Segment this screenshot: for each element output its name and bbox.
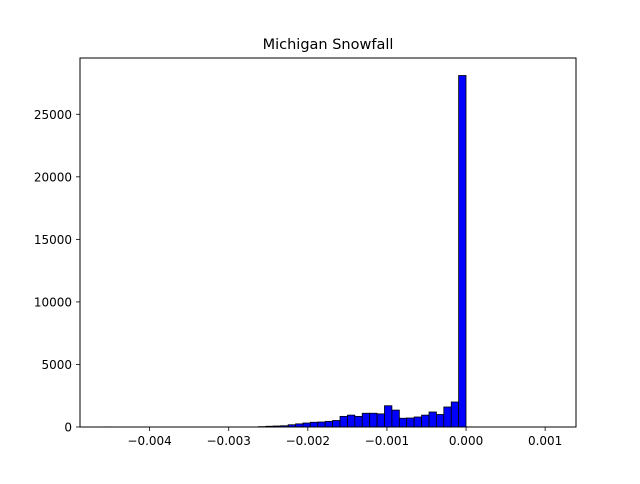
histogram-bar xyxy=(422,415,429,427)
histogram-bar xyxy=(355,416,362,427)
x-tick-label: 0.001 xyxy=(528,434,562,448)
histogram-bar xyxy=(436,414,443,427)
histogram-bar xyxy=(325,421,332,427)
x-tick-label: 0.000 xyxy=(449,434,483,448)
y-tick-label: 20000 xyxy=(34,170,72,184)
y-tick-label: 15000 xyxy=(34,233,72,247)
histogram-bar xyxy=(340,416,347,427)
histogram-bar xyxy=(362,413,369,427)
y-tick-label: 10000 xyxy=(34,295,72,309)
y-tick-label: 0 xyxy=(64,421,72,435)
x-tick-label: −0.001 xyxy=(365,434,409,448)
histogram-bar xyxy=(370,413,377,427)
histogram-bar xyxy=(333,421,340,428)
histogram-bar xyxy=(459,76,466,427)
histogram-bar xyxy=(377,414,384,427)
x-tick-label: −0.003 xyxy=(207,434,251,448)
histogram-bar xyxy=(407,418,414,427)
y-tick-label: 5000 xyxy=(41,358,72,372)
histogram-bar xyxy=(414,417,421,427)
histogram-bar xyxy=(318,422,325,427)
histogram-bar xyxy=(347,415,354,427)
histogram-bar xyxy=(392,410,399,427)
x-tick-label: −0.004 xyxy=(127,434,171,448)
chart-title: Michigan Snowfall xyxy=(263,37,394,53)
histogram-bar xyxy=(429,412,436,427)
histogram-bar xyxy=(310,422,317,427)
histogram-bar xyxy=(384,406,391,427)
y-tick-label: 25000 xyxy=(34,108,72,122)
histogram-bar xyxy=(303,423,310,427)
histogram-bar xyxy=(444,407,451,427)
histogram-bar xyxy=(399,418,406,427)
histogram-bar xyxy=(451,402,458,427)
x-tick-label: −0.002 xyxy=(286,434,330,448)
